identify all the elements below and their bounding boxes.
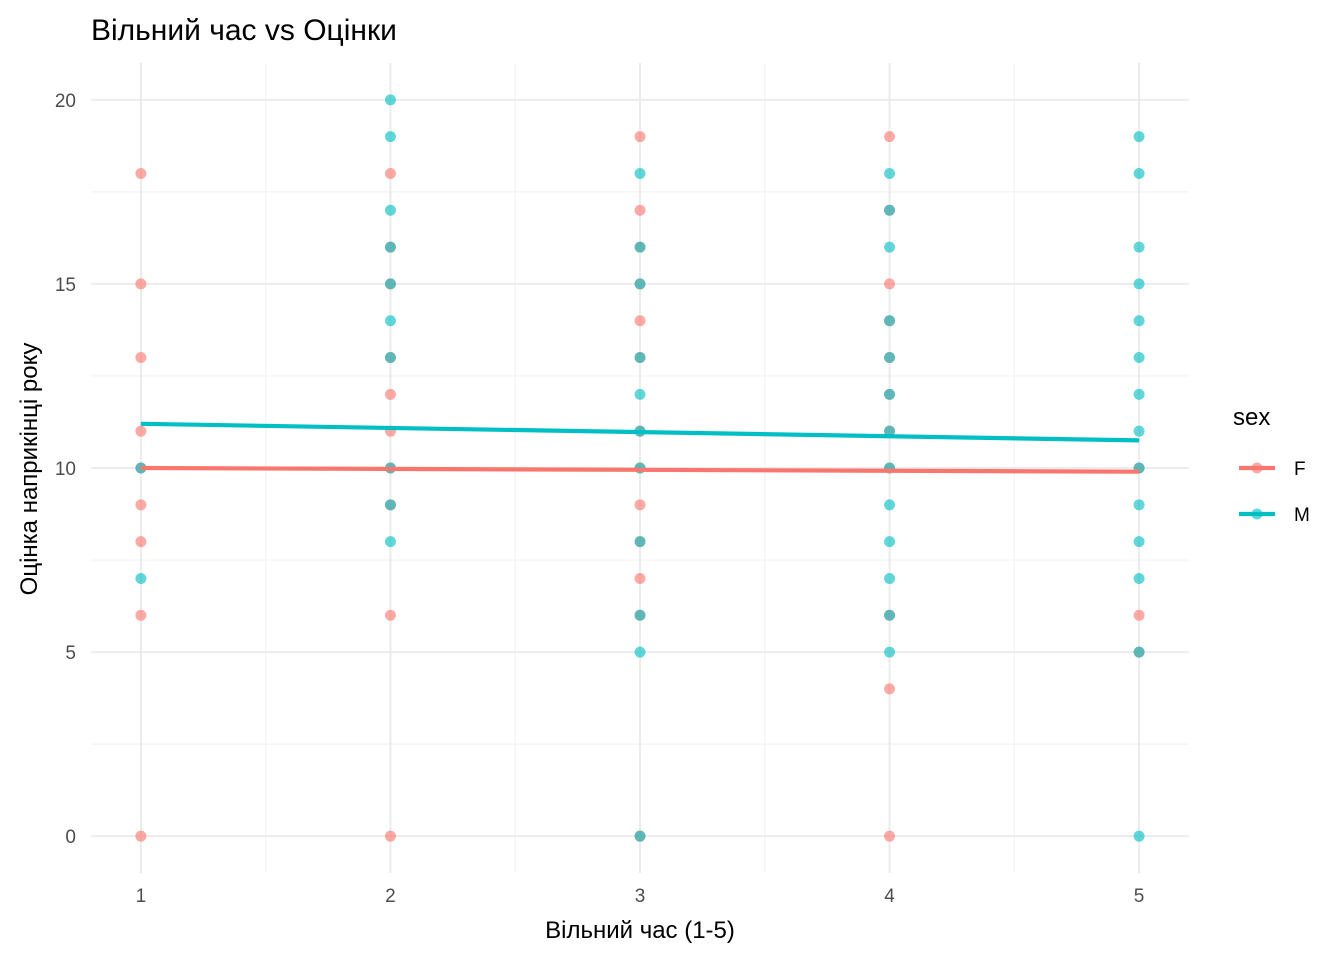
data-point-f bbox=[634, 499, 646, 511]
data-point-m bbox=[1133, 536, 1145, 548]
data-point-f bbox=[135, 536, 147, 548]
fit-lines bbox=[140, 421, 1140, 474]
legend-title: sex bbox=[1233, 404, 1270, 431]
data-point-m bbox=[884, 204, 896, 216]
x-tick-label: 5 bbox=[1134, 886, 1145, 907]
y-tick-label: 0 bbox=[65, 827, 76, 848]
data-point-f bbox=[384, 609, 396, 621]
data-point-f bbox=[634, 131, 646, 143]
data-point-f bbox=[135, 352, 147, 364]
data-point-m bbox=[634, 167, 646, 179]
data-point-m bbox=[884, 646, 896, 658]
fit-line-f bbox=[140, 465, 1140, 474]
data-point-f bbox=[884, 278, 896, 290]
x-tick-label: 3 bbox=[635, 886, 646, 907]
data-point-m bbox=[1133, 425, 1145, 437]
data-point-m bbox=[384, 131, 396, 143]
x-axis-title: Вільний час (1-5) bbox=[545, 917, 735, 944]
data-point-m bbox=[884, 167, 896, 179]
data-point-m bbox=[384, 315, 396, 327]
data-point-m bbox=[634, 388, 646, 400]
data-point-f bbox=[634, 204, 646, 216]
data-point-m bbox=[884, 241, 896, 253]
data-point-m bbox=[1133, 388, 1145, 400]
data-point-m bbox=[384, 536, 396, 548]
legend: sex F M bbox=[1233, 404, 1310, 526]
data-point-f bbox=[634, 572, 646, 584]
data-point-m bbox=[884, 609, 896, 621]
data-point-m bbox=[384, 204, 396, 216]
data-point-m bbox=[884, 572, 896, 584]
data-point-f bbox=[884, 683, 896, 695]
data-point-m bbox=[884, 315, 896, 327]
data-point-m bbox=[884, 425, 896, 437]
chart-title: Вільний час vs Оцінки bbox=[91, 14, 397, 47]
data-point-f bbox=[384, 388, 396, 400]
data-point-m bbox=[884, 499, 896, 511]
y-axis-ticks: 0 5 10 15 20 bbox=[55, 91, 76, 848]
data-point-f bbox=[384, 167, 396, 179]
data-point-m bbox=[634, 646, 646, 658]
data-point-m bbox=[634, 352, 646, 364]
data-point-m bbox=[384, 94, 396, 106]
data-point-m bbox=[1133, 315, 1145, 327]
x-tick-label: 4 bbox=[884, 886, 895, 907]
y-tick-label: 5 bbox=[65, 643, 76, 664]
data-point-f bbox=[634, 315, 646, 327]
data-point-m bbox=[1133, 278, 1145, 290]
data-point-f bbox=[135, 425, 147, 437]
data-point-m bbox=[1133, 241, 1145, 253]
data-point-m bbox=[1133, 572, 1145, 584]
data-point-f bbox=[135, 609, 147, 621]
data-point-m bbox=[384, 499, 396, 511]
y-tick-label: 20 bbox=[55, 91, 76, 112]
data-point-f bbox=[135, 278, 147, 290]
data-point-m bbox=[634, 830, 646, 842]
x-axis-ticks: 1 2 3 4 5 bbox=[136, 886, 1145, 907]
legend-key-point-m bbox=[1251, 508, 1263, 520]
fit-line-m bbox=[140, 421, 1140, 443]
data-point-m bbox=[634, 536, 646, 548]
data-point-m bbox=[1133, 830, 1145, 842]
data-point-f bbox=[384, 830, 396, 842]
data-point-m bbox=[634, 278, 646, 290]
data-point-f bbox=[135, 830, 147, 842]
data-point-m bbox=[1133, 131, 1145, 143]
data-point-m bbox=[634, 241, 646, 253]
data-point-f bbox=[1133, 609, 1145, 621]
data-point-m bbox=[1133, 352, 1145, 364]
data-point-f bbox=[884, 830, 896, 842]
legend-label-f: F bbox=[1294, 459, 1306, 480]
x-tick-label: 2 bbox=[385, 886, 396, 907]
x-tick-label: 1 bbox=[136, 886, 147, 907]
data-point-m bbox=[384, 352, 396, 364]
data-point-m bbox=[884, 388, 896, 400]
data-point-m bbox=[384, 278, 396, 290]
y-axis-title: Оцінка наприкінці року bbox=[16, 343, 43, 596]
data-point-f bbox=[884, 131, 896, 143]
data-point-m bbox=[384, 241, 396, 253]
data-point-m bbox=[884, 352, 896, 364]
data-point-m bbox=[884, 536, 896, 548]
data-point-m bbox=[634, 609, 646, 621]
data-point-m bbox=[1133, 499, 1145, 511]
data-point-m bbox=[135, 572, 147, 584]
legend-label-m: M bbox=[1294, 505, 1310, 526]
y-tick-label: 10 bbox=[55, 459, 76, 480]
legend-key-point-f bbox=[1251, 462, 1263, 474]
data-point-f bbox=[135, 499, 147, 511]
data-point-f bbox=[135, 167, 147, 179]
data-point-m bbox=[1133, 646, 1145, 658]
y-tick-label: 15 bbox=[55, 275, 76, 296]
data-point-m bbox=[1133, 167, 1145, 179]
